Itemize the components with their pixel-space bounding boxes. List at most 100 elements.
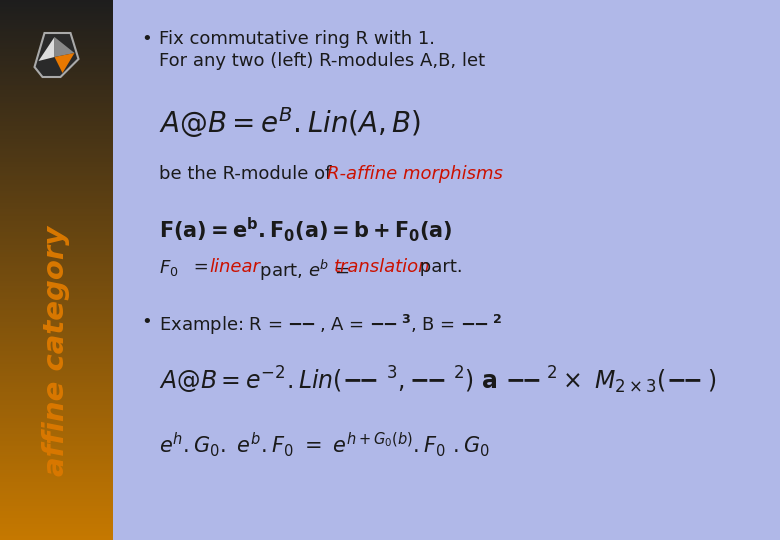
Bar <box>0 177 113 178</box>
Bar <box>0 50 113 52</box>
Bar <box>0 400 113 401</box>
Bar <box>0 7 113 9</box>
Bar <box>0 180 113 182</box>
Bar <box>0 228 113 231</box>
Bar <box>0 452 113 454</box>
Bar <box>0 398 113 400</box>
Bar <box>0 38 113 39</box>
Bar <box>0 405 113 407</box>
Bar <box>0 297 113 299</box>
Bar <box>0 306 113 308</box>
Bar <box>0 31 113 32</box>
Bar <box>0 171 113 173</box>
Bar <box>0 25 113 27</box>
Bar <box>0 86 113 88</box>
Bar <box>0 255 113 258</box>
Bar <box>0 366 113 367</box>
Bar <box>0 436 113 437</box>
Bar <box>0 261 113 263</box>
Bar <box>0 412 113 414</box>
Bar <box>0 427 113 428</box>
Polygon shape <box>55 53 75 73</box>
Bar <box>0 99 113 101</box>
Bar <box>0 142 113 144</box>
Bar <box>0 225 113 227</box>
Bar <box>0 191 113 193</box>
Bar <box>0 363 113 366</box>
Bar <box>0 356 113 358</box>
Bar <box>0 61 113 63</box>
Bar <box>0 36 113 38</box>
Bar <box>0 477 113 479</box>
Bar <box>0 119 113 120</box>
Bar <box>0 275 113 277</box>
Bar <box>0 441 113 443</box>
Bar <box>0 115 113 117</box>
Bar <box>0 214 113 216</box>
Bar <box>0 66 113 69</box>
Bar <box>0 282 113 285</box>
Bar <box>0 88 113 90</box>
Bar <box>0 509 113 511</box>
Bar <box>0 517 113 518</box>
Bar <box>0 173 113 174</box>
Bar <box>0 493 113 495</box>
Bar <box>0 113 113 115</box>
Bar <box>0 247 113 248</box>
Bar <box>0 417 113 420</box>
Bar <box>0 279 113 281</box>
Bar <box>0 425 113 427</box>
Bar <box>0 189 113 191</box>
Bar <box>0 97 113 99</box>
Bar <box>0 461 113 463</box>
Bar <box>0 85 113 86</box>
Text: For any two (left) R-modules A,B, let: For any two (left) R-modules A,B, let <box>159 52 485 70</box>
Bar <box>0 520 113 522</box>
Bar <box>0 528 113 529</box>
Bar <box>0 437 113 439</box>
Bar <box>0 423 113 425</box>
Bar <box>0 166 113 167</box>
Bar <box>0 205 113 207</box>
Bar <box>0 329 113 331</box>
Text: •: • <box>141 30 152 48</box>
Bar <box>0 164 113 166</box>
Bar <box>0 319 113 320</box>
Bar <box>0 475 113 477</box>
Bar <box>0 410 113 412</box>
Bar <box>0 223 113 225</box>
Bar <box>0 194 113 196</box>
Bar <box>0 347 113 349</box>
Bar <box>0 383 113 385</box>
Bar <box>0 59 113 61</box>
Bar <box>0 126 113 128</box>
Bar <box>0 49 113 50</box>
Text: $A@B = e^B{.}Lin(A,B)$: $A@B = e^B{.}Lin(A,B)$ <box>159 105 421 140</box>
Bar <box>0 331 113 333</box>
Bar <box>0 506 113 508</box>
Bar <box>0 43 113 45</box>
Bar <box>0 155 113 157</box>
Bar <box>0 139 113 140</box>
Bar <box>0 387 113 389</box>
Bar <box>0 266 113 268</box>
Bar <box>0 110 113 112</box>
Bar <box>0 248 113 250</box>
Bar <box>0 146 113 147</box>
Bar <box>0 232 113 234</box>
Bar <box>0 63 113 65</box>
Bar <box>0 252 113 254</box>
Bar <box>0 393 113 394</box>
Text: part.: part. <box>414 258 463 276</box>
Bar <box>0 355 113 356</box>
Bar <box>0 471 113 474</box>
Bar <box>0 529 113 531</box>
Bar <box>0 292 113 293</box>
Bar <box>0 56 113 58</box>
Bar <box>0 52 113 54</box>
Bar <box>0 39 113 42</box>
Bar <box>0 106 113 108</box>
Bar <box>0 72 113 74</box>
Bar <box>0 234 113 236</box>
Bar <box>0 525 113 528</box>
